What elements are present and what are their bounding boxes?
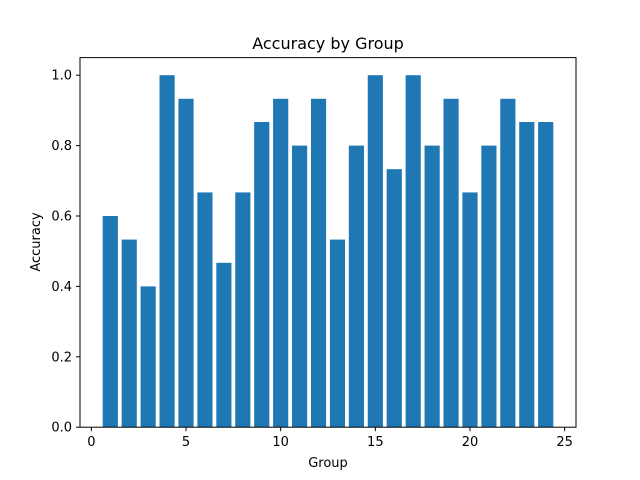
- x-tick-label: 25: [556, 435, 573, 450]
- x-axis-label: Group: [308, 456, 348, 471]
- bar-group-4: [159, 75, 175, 428]
- bar-group-21: [481, 145, 497, 428]
- x-tick-label: 10: [272, 435, 289, 450]
- bar-group-5: [178, 98, 194, 428]
- y-tick-label: 0.0: [51, 421, 72, 436]
- plot-frame: [79, 57, 577, 428]
- x-tick-label: 20: [462, 435, 479, 450]
- bar-group-17: [405, 75, 421, 428]
- bar-group-8: [235, 192, 251, 428]
- y-tick-label: 1.0: [51, 69, 72, 84]
- y-tick-label: 0.4: [51, 280, 72, 295]
- y-axis-ticks: 0.0 0.2 0.4 0.6 0.8 1.0: [51, 69, 80, 436]
- bar-group-13: [329, 239, 346, 428]
- bar-group-24: [538, 122, 554, 428]
- bar-group-20: [462, 192, 478, 428]
- y-tick-label: 0.6: [51, 210, 72, 225]
- y-tick-label: 0.2: [51, 350, 72, 365]
- x-tick-label: 5: [182, 435, 190, 450]
- x-tick-label: 15: [367, 435, 384, 450]
- bar-group-2: [121, 239, 137, 428]
- x-tick-label: 0: [87, 435, 95, 450]
- bar-group-22: [500, 98, 516, 428]
- bar-group-14: [348, 145, 364, 428]
- bar-group-7: [216, 262, 232, 428]
- bar-group-12: [310, 98, 327, 428]
- bar-group-19: [443, 98, 459, 428]
- bar-group-6: [197, 192, 213, 428]
- bar-group-16: [386, 169, 402, 428]
- bar-group-3: [140, 286, 156, 428]
- y-tick-label: 0.8: [51, 139, 72, 154]
- bar-group-10: [273, 98, 289, 428]
- bar-group-18: [424, 145, 440, 428]
- x-axis-ticks: 0 5 10 15 20 25: [87, 427, 573, 450]
- bar-group-15: [367, 75, 383, 428]
- bar-group-23: [519, 122, 535, 428]
- bar-group-11: [292, 145, 308, 428]
- y-axis-label: Accuracy: [29, 212, 44, 272]
- bar-group-1: [102, 216, 118, 428]
- chart-title: Accuracy by Group: [252, 34, 404, 53]
- bars-group: [102, 75, 554, 428]
- bar-group-9: [254, 122, 270, 428]
